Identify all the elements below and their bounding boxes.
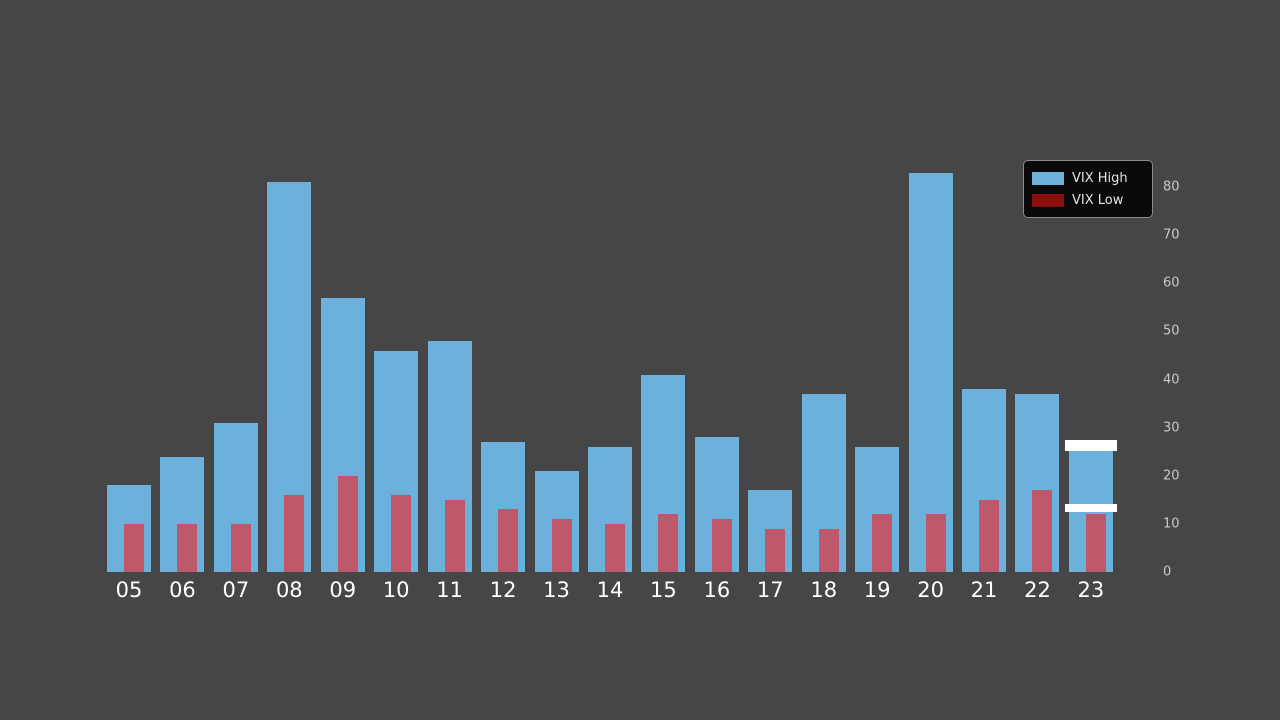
bar-vix-low-08: [284, 495, 305, 572]
bar-vix-low-11: [444, 499, 465, 572]
x-tick-label-12: 12: [489, 578, 517, 602]
legend: VIX High VIX Low: [1023, 160, 1153, 218]
bar-vix-low-21: [979, 499, 1000, 572]
x-tick-label-16: 16: [703, 578, 731, 602]
bar-vix-low-10: [391, 495, 412, 572]
x-tick-label-06: 06: [169, 578, 196, 602]
x-tick-label-19: 19: [863, 578, 891, 602]
x-tick-label-13: 13: [543, 578, 570, 602]
y-tick-label-30: 30: [1163, 420, 1180, 436]
y-tick-label-10: 10: [1163, 516, 1180, 532]
bar-vix-low-23: [1085, 514, 1106, 572]
x-tick-label-21: 21: [970, 578, 998, 602]
bar-vix-low-05: [124, 523, 144, 572]
bar-vix-low-07: [230, 523, 251, 572]
highlight-cap-high: [1064, 440, 1117, 452]
legend-entry-vix-high: VIX High: [1032, 167, 1144, 189]
bar-vix-low-06: [177, 523, 198, 572]
legend-entry-vix-low: VIX Low: [1032, 189, 1144, 211]
vix-low-swatch-icon: [1032, 193, 1064, 207]
x-tick-label-09: 09: [329, 578, 357, 602]
y-tick-label-80: 80: [1163, 179, 1180, 195]
x-tick-label-14: 14: [596, 578, 624, 602]
vix-high-swatch-icon: [1032, 171, 1064, 185]
x-tick-label-20: 20: [917, 578, 944, 602]
x-tick-label-07: 07: [222, 578, 250, 602]
x-tick-label-08: 08: [275, 578, 303, 602]
x-tick-label-11: 11: [436, 578, 463, 602]
bar-vix-low-16: [711, 519, 732, 572]
x-tick-label-15: 15: [650, 578, 677, 602]
legend-label-vix-high: VIX High: [1072, 170, 1128, 186]
y-tick-label-20: 20: [1163, 468, 1180, 484]
y-tick-label-70: 70: [1163, 227, 1180, 243]
bar-vix-low-19: [872, 514, 893, 572]
x-tick-label-22: 22: [1024, 578, 1051, 602]
bar-vix-low-13: [551, 519, 572, 572]
bar-vix-low-20: [925, 514, 946, 572]
y-tick-label-40: 40: [1163, 372, 1180, 387]
bar-vix-low-18: [818, 528, 839, 572]
bar-vix-low-12: [498, 509, 519, 572]
legend-label-vix-low: VIX Low: [1072, 192, 1124, 208]
y-tick-label-50: 50: [1163, 323, 1180, 339]
bar-vix-low-14: [604, 523, 625, 572]
bar-vix-low-15: [658, 514, 679, 572]
bar-vix-low-09: [337, 475, 358, 572]
bar-vix-high-20: [908, 172, 953, 572]
highlight-cap-low: [1064, 504, 1117, 513]
x-tick-label-17: 17: [756, 578, 784, 602]
y-tick-label-0: 0: [1163, 564, 1172, 580]
x-tick-label-18: 18: [810, 578, 838, 602]
y-tick-label-60: 60: [1163, 275, 1180, 291]
bar-vix-low-17: [765, 528, 786, 572]
bar-vix-low-22: [1032, 490, 1053, 572]
x-tick-label-23: 23: [1077, 578, 1105, 602]
x-tick-label-05: 05: [115, 578, 143, 602]
x-tick-label-10: 10: [382, 578, 410, 602]
